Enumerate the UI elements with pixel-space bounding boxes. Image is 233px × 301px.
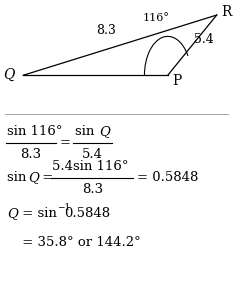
Text: 5.4: 5.4 [194,33,214,46]
Text: Q: Q [7,207,18,220]
Text: sin: sin [7,171,31,184]
Text: 8.3: 8.3 [20,148,41,161]
Text: Q: Q [4,68,15,82]
Text: = 35.8° or 144.2°: = 35.8° or 144.2° [18,236,141,249]
Text: = sin: = sin [18,207,57,220]
Text: R: R [221,5,231,19]
Text: 116°: 116° [143,13,170,23]
Text: 8.3: 8.3 [82,182,103,196]
Text: 8.3: 8.3 [96,23,116,37]
Text: Q: Q [28,171,39,184]
Text: P: P [172,74,182,88]
Text: =: = [60,136,71,150]
Text: 5.4sin 116°: 5.4sin 116° [52,160,129,173]
Text: = 0.5848: = 0.5848 [137,171,199,184]
Text: sin: sin [75,125,98,138]
Text: =: = [38,171,54,184]
Text: 0.5848: 0.5848 [64,207,110,220]
Text: Q: Q [99,125,110,138]
Text: sin 116°: sin 116° [7,125,62,138]
Text: 5.4: 5.4 [82,148,103,161]
Text: −1: −1 [57,203,70,212]
